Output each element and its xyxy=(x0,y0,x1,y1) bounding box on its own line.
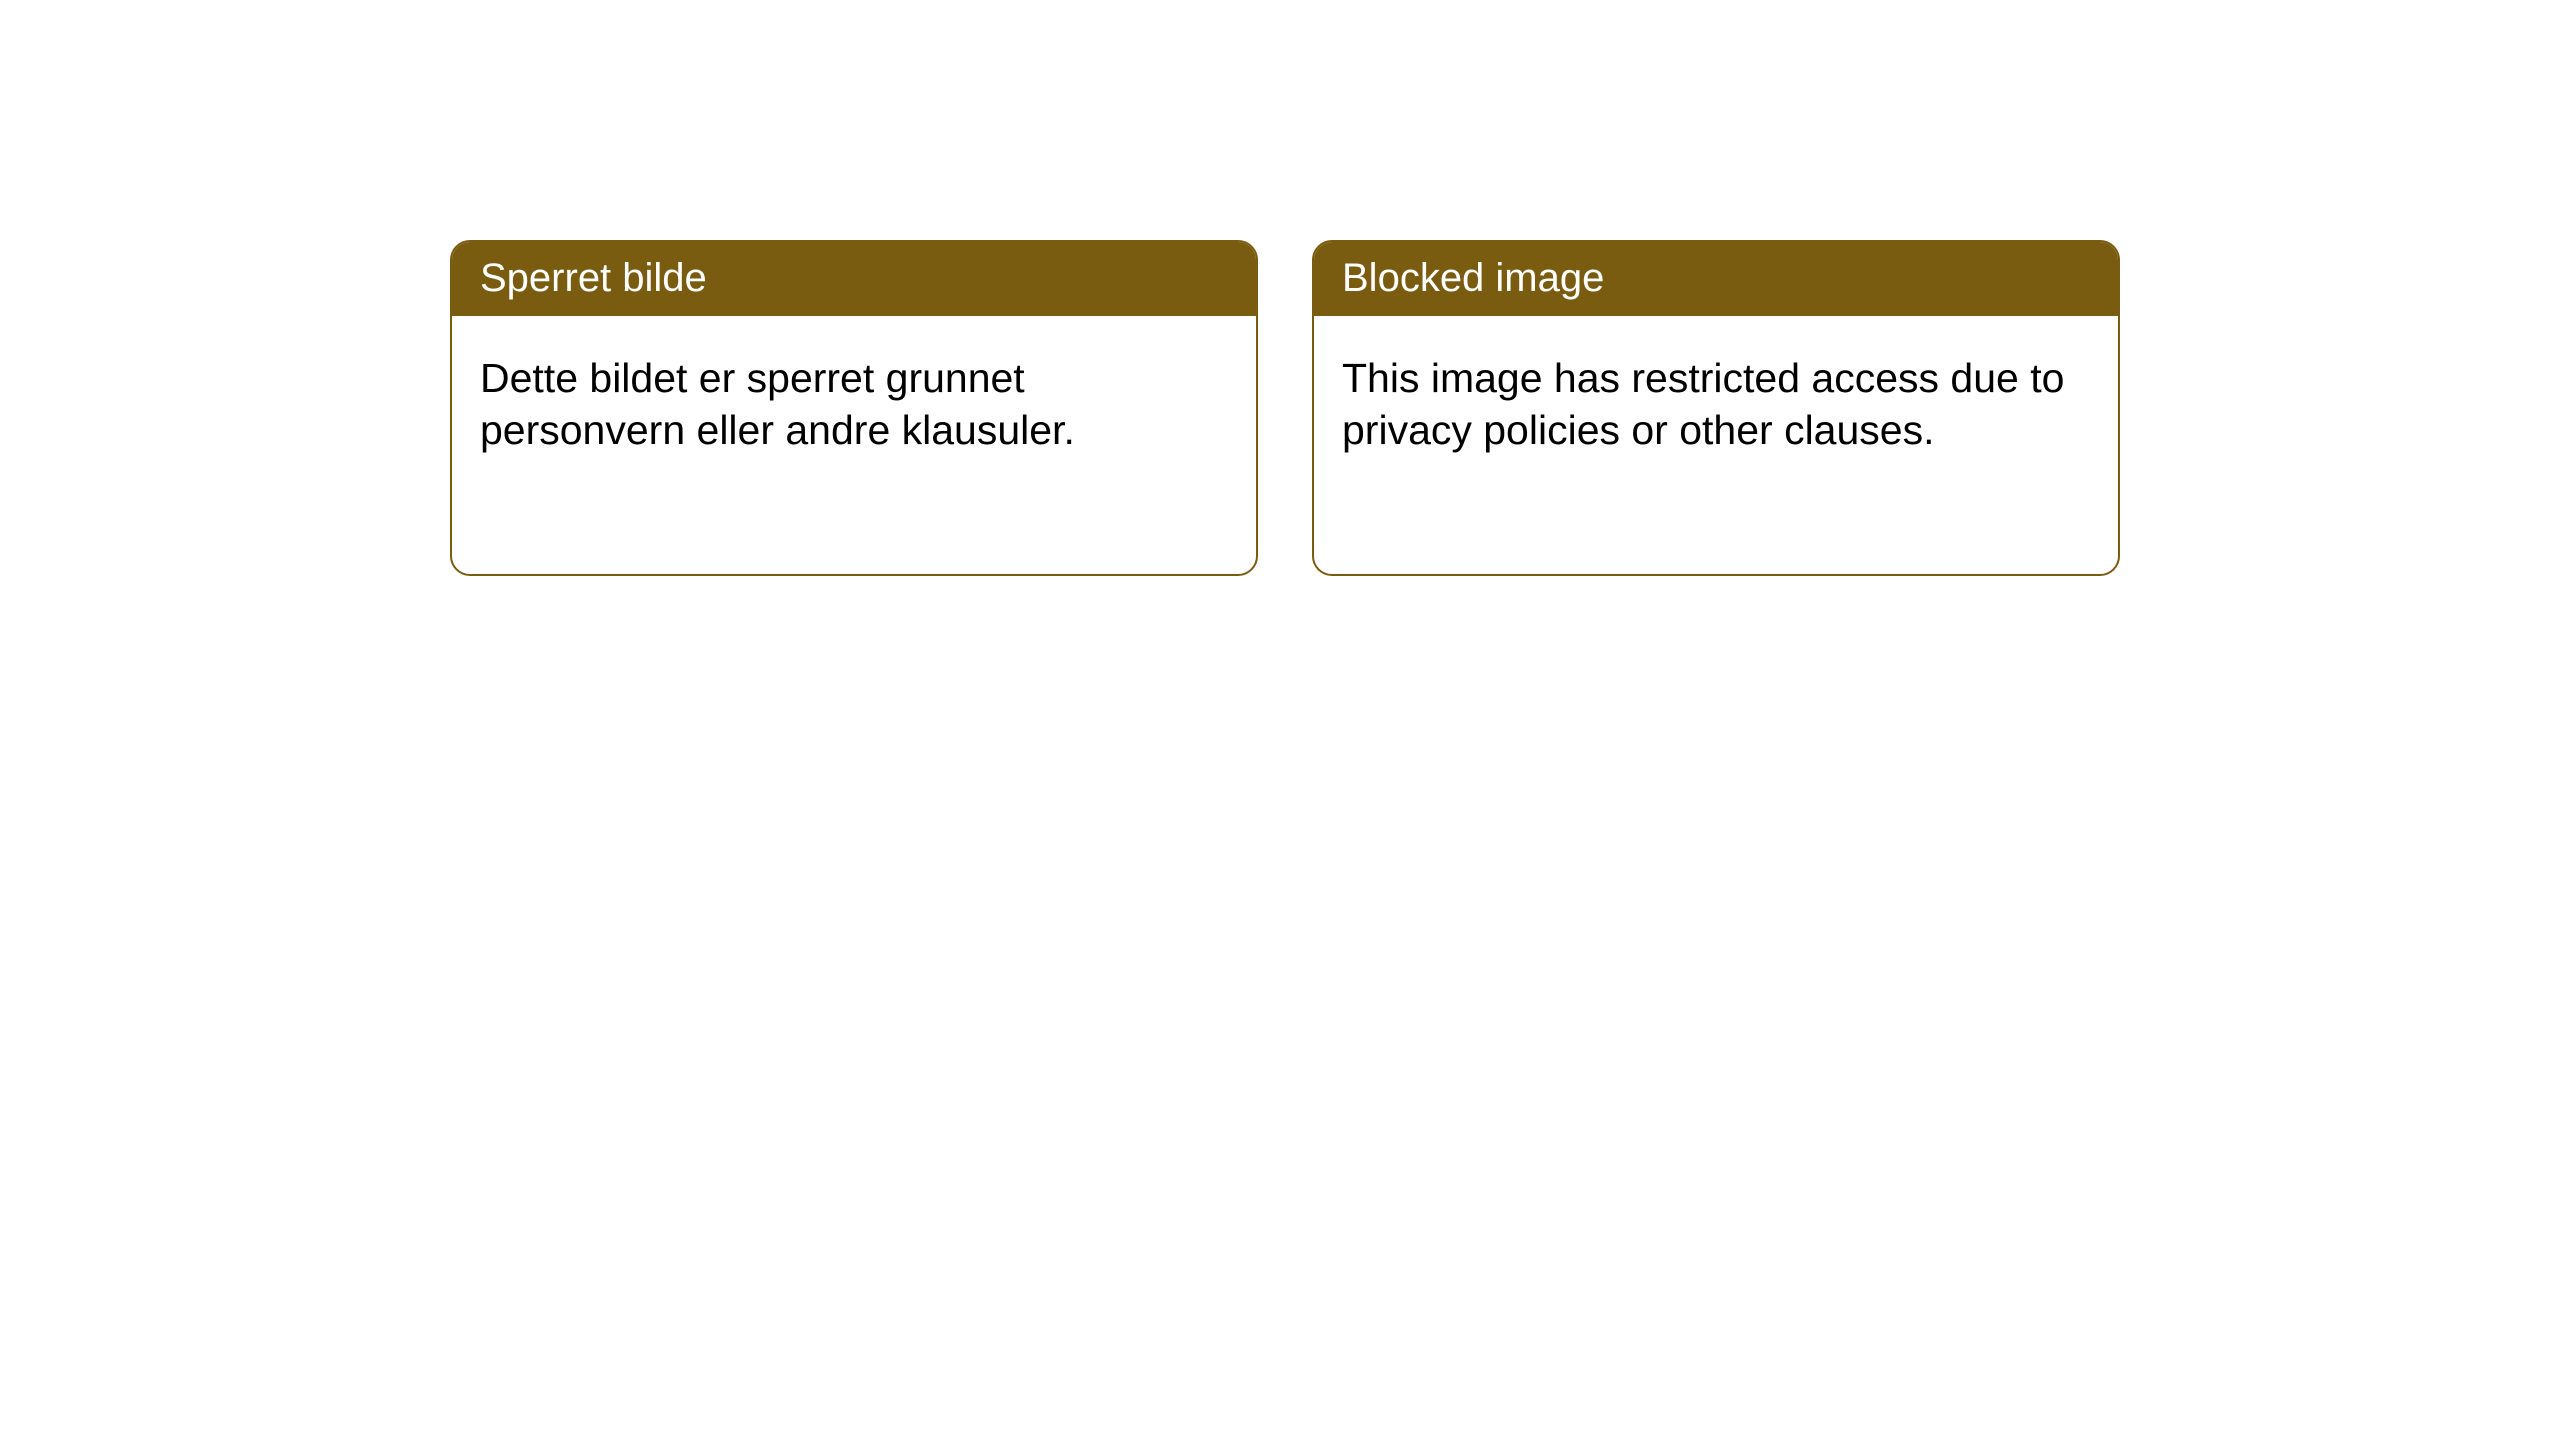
card-body: This image has restricted access due to … xyxy=(1314,316,2118,485)
blocked-image-card-en: Blocked image This image has restricted … xyxy=(1312,240,2120,576)
card-body-text: This image has restricted access due to … xyxy=(1342,355,2064,453)
card-title: Sperret bilde xyxy=(480,256,707,300)
card-body: Dette bildet er sperret grunnet personve… xyxy=(452,316,1256,485)
card-header: Sperret bilde xyxy=(452,242,1256,316)
notice-container: Sperret bilde Dette bildet er sperret gr… xyxy=(0,0,2560,576)
blocked-image-card-no: Sperret bilde Dette bildet er sperret gr… xyxy=(450,240,1258,576)
card-body-text: Dette bildet er sperret grunnet personve… xyxy=(480,355,1075,453)
card-header: Blocked image xyxy=(1314,242,2118,316)
card-title: Blocked image xyxy=(1342,256,1604,300)
